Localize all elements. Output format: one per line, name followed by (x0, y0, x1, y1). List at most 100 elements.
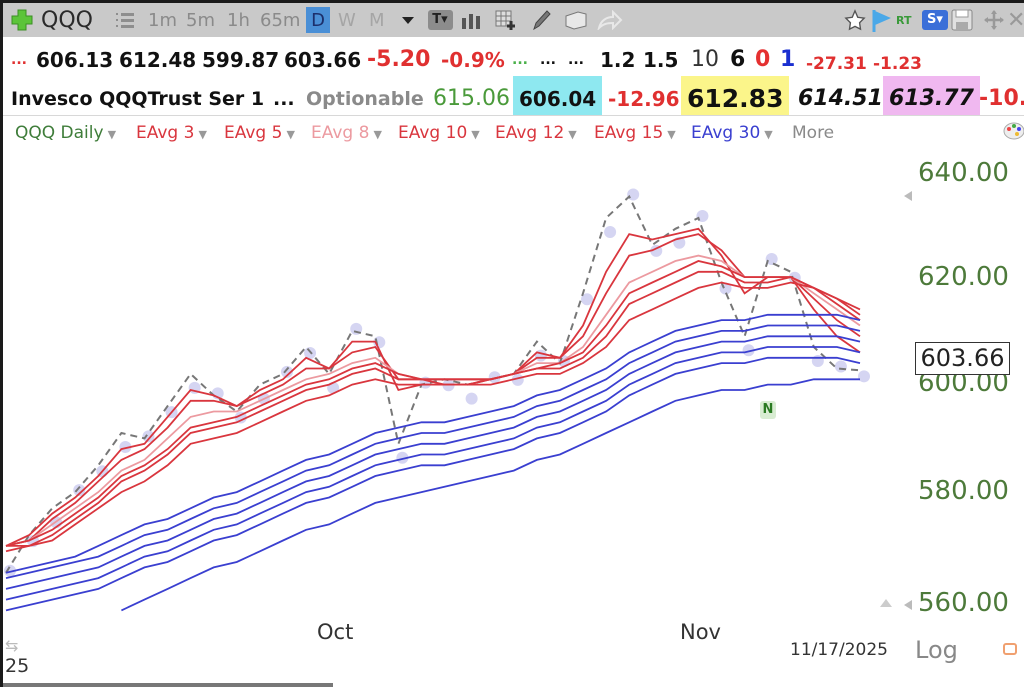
share-icon[interactable] (596, 3, 624, 37)
series-line (5, 260, 861, 547)
s-menu-icon[interactable]: S▾ (922, 3, 948, 37)
move-icon[interactable] (983, 3, 1005, 37)
scroll-up-arrow-icon[interactable] (880, 599, 892, 607)
yellow-value: 612.83 (681, 76, 790, 115)
price-dot (396, 451, 409, 464)
log-toggle[interactable]: Log (915, 636, 958, 664)
series-line (6, 270, 861, 547)
legend-label: EAvg 8 (311, 123, 370, 143)
close-icon[interactable]: ✕ (1007, 7, 1024, 33)
toolbar: QQQ 1m 5m 1h 65m D W M T▾ RT S▾ ✕ (3, 3, 1024, 37)
quote-row-2: Invesco QQQTrust Ser 1 ... Optionable 61… (3, 76, 1024, 116)
quote-row-1: ... 606.13 612.48 599.87 603.66 -5.20 -0… (3, 40, 1024, 76)
red-value-1: -12.96 (608, 87, 680, 111)
chevron-down-icon[interactable]: ▼ (373, 128, 382, 141)
chevron-down-icon[interactable]: ▼ (568, 128, 577, 141)
price-dot (811, 355, 824, 367)
period-65m[interactable]: 65m (260, 9, 301, 31)
event-marker[interactable]: N (760, 401, 776, 419)
dots-2: ... (568, 52, 584, 68)
close-price: 603.66 (284, 48, 362, 72)
stat-4: 6 (730, 47, 746, 72)
folder-icon[interactable] (563, 3, 589, 37)
period-1m[interactable]: 1m (148, 9, 177, 31)
chevron-down-icon[interactable]: ▼ (198, 128, 207, 141)
period-m[interactable]: M (369, 9, 385, 31)
series-line (5, 346, 861, 601)
price-dot (742, 344, 755, 357)
price-dot (765, 253, 778, 265)
palette-icon[interactable] (1003, 121, 1024, 146)
chevron-down-icon[interactable]: ▼ (764, 128, 773, 141)
list-icon[interactable] (113, 3, 137, 37)
open-price: 606.13 (36, 48, 114, 72)
indicator-legend: QQQ Daily ▼ EAvg 3 ▼ EAvg 5 ▼ EAvg 8 ▼ EAvg … (3, 117, 1024, 147)
legend-qqq-daily[interactable]: QQQ Daily ▼ (15, 123, 116, 143)
period-w[interactable]: W (338, 9, 356, 31)
symbol-label[interactable]: QQQ (41, 7, 93, 33)
period-1h[interactable]: 1h (227, 9, 250, 31)
period-5m[interactable]: 5m (186, 9, 215, 31)
x-axis-label-nov: Nov (680, 620, 721, 644)
period-d[interactable]: D (306, 7, 330, 33)
quote-ellipsis: ... (11, 52, 27, 68)
optionable-label: Optionable (306, 88, 424, 110)
pencil-icon[interactable] (529, 3, 553, 37)
price-dot (581, 293, 594, 306)
chevron-down-icon[interactable]: ▼ (471, 128, 480, 141)
stat-7: -27.31 (806, 54, 867, 74)
star-icon[interactable] (843, 3, 867, 37)
horizontal-scrollbar[interactable] (3, 683, 333, 687)
high-price: 612.48 (119, 48, 197, 72)
cyan-value: 606.04 (513, 76, 603, 115)
green-value: 615.06 (433, 86, 510, 111)
price-change-pct: -0.9% (441, 48, 505, 72)
price-dot (119, 441, 132, 453)
italic-value: 614.51 (798, 86, 883, 111)
grid-add-icon[interactable] (493, 3, 519, 37)
price-dot (4, 564, 16, 577)
legend-eavg-8[interactable]: EAvg 8 ▼ (311, 123, 382, 143)
legend-label: QQQ Daily (15, 123, 104, 143)
legend-eavg-5[interactable]: EAvg 5 ▼ (224, 123, 295, 143)
series-line (5, 233, 861, 547)
y-axis-label: 580.00 (918, 476, 1009, 506)
save-icon[interactable] (950, 3, 974, 37)
legend-eavg-15[interactable]: EAvg 15 ▼ (594, 123, 676, 143)
scroll-left-arrow-icon[interactable] (904, 191, 912, 201)
add-icon[interactable] (9, 3, 35, 37)
stat-1: 1.2 (600, 48, 636, 72)
stat-2: 1.5 (643, 48, 679, 72)
series-line (5, 356, 861, 612)
chevron-down-icon[interactable]: ▼ (667, 128, 676, 141)
chevron-down-icon[interactable]: ▼ (286, 128, 295, 141)
price-dot (142, 430, 155, 443)
security-name: Invesco QQQTrust Ser 1 (11, 88, 265, 110)
series-line (121, 378, 860, 612)
legend-eavg-12[interactable]: EAvg 12 ▼ (495, 123, 577, 143)
pink-value: 613.77 (883, 76, 980, 115)
price-dot (604, 226, 617, 238)
lock-icon[interactable] (1003, 643, 1017, 655)
scroll-left-arrow-icon[interactable] (904, 600, 912, 610)
dots-1: ... (540, 52, 556, 68)
chevron-down-icon[interactable]: ▼ (107, 128, 117, 141)
red-value-2: -10. (979, 86, 1024, 111)
bar-chart-icon[interactable] (459, 3, 483, 37)
horizontal-scroll-icon[interactable]: ⇆ (5, 636, 19, 655)
legend-more[interactable]: More (792, 123, 835, 143)
text-tool-icon[interactable]: T▾ (427, 3, 453, 37)
legend-eavg-30[interactable]: EAvg 30 ▼ (691, 123, 773, 143)
price-dot (465, 392, 478, 405)
legend-eavg-10[interactable]: EAvg 10 ▼ (398, 123, 480, 143)
legend-eavg-3[interactable]: EAvg 3 ▼ (136, 123, 207, 143)
low-price: 599.87 (202, 48, 280, 72)
series-line (5, 335, 861, 590)
flag-icon[interactable] (871, 3, 893, 37)
legend-label: EAvg 12 (495, 123, 565, 143)
green-dots: ... (512, 52, 528, 68)
dropdown-icon[interactable] (400, 3, 416, 37)
realtime-icon[interactable]: RT (896, 13, 912, 27)
last-price-box: 603.66 (915, 342, 1010, 375)
